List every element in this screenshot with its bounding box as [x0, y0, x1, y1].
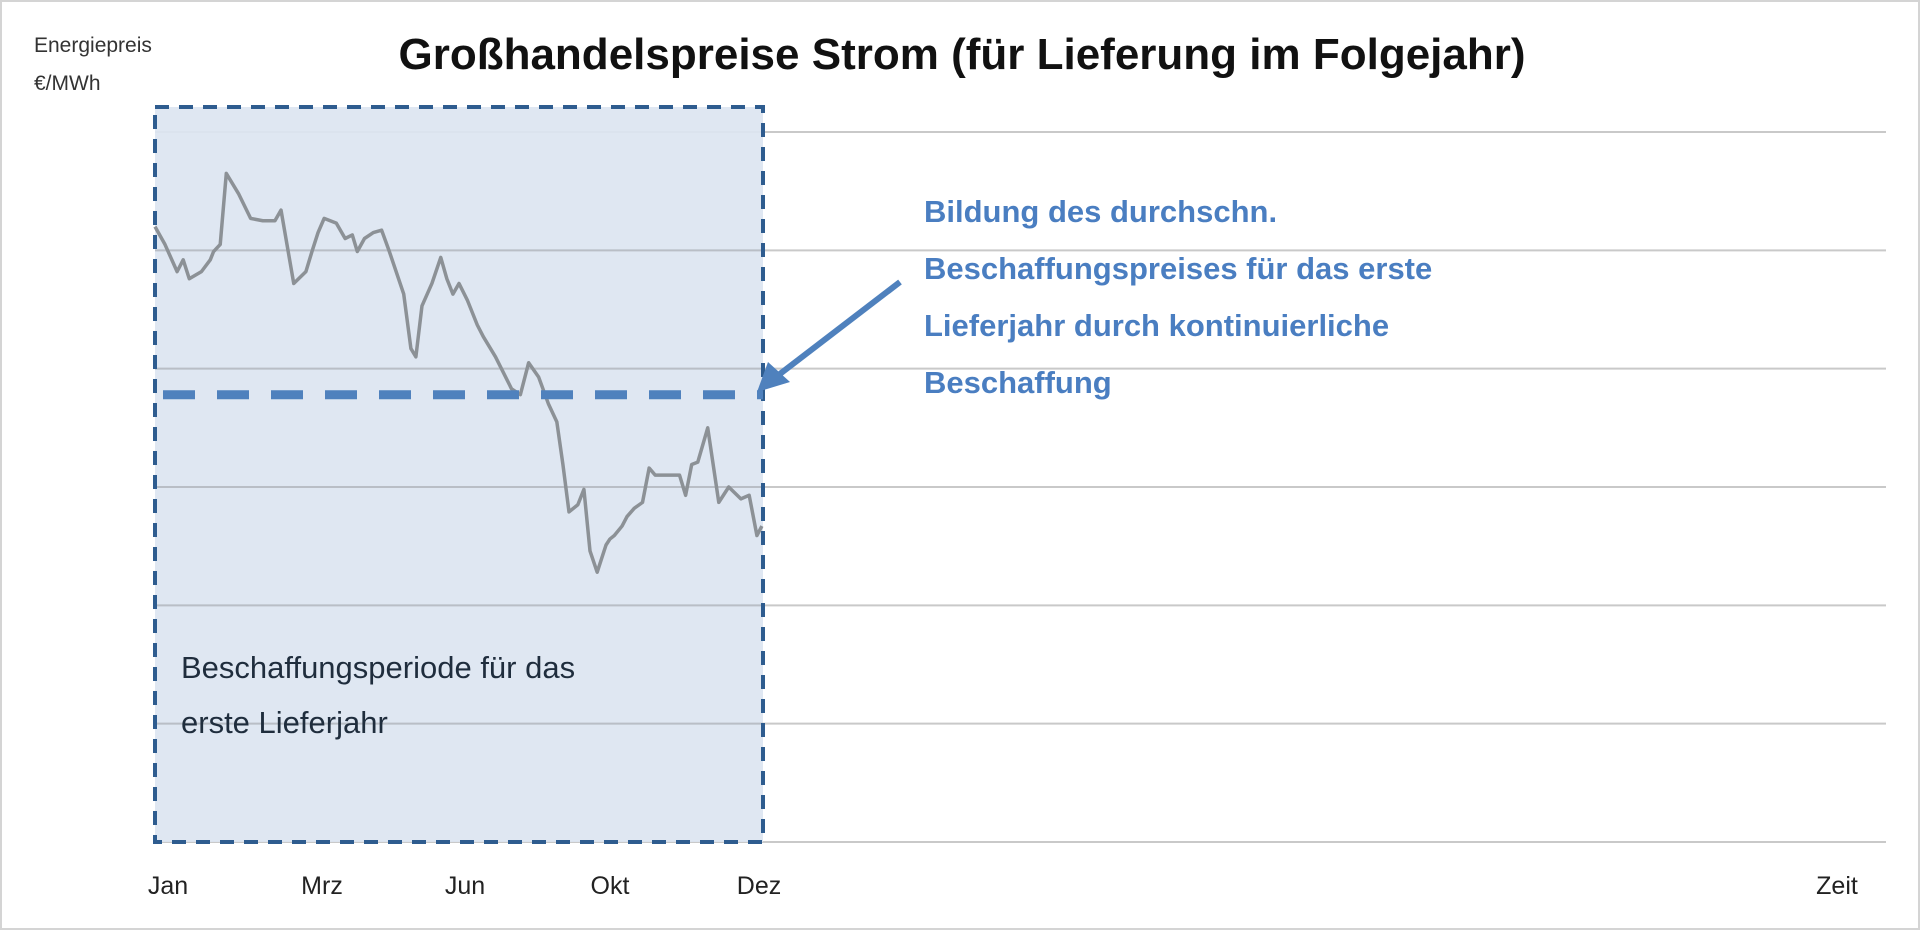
average-annotation-line: Beschaffung: [924, 365, 1112, 400]
arrow-head-icon: [757, 362, 790, 392]
average-annotation-line: Beschaffungspreises für das erste: [924, 251, 1433, 286]
x-tick-label: Okt: [590, 872, 630, 900]
period-annotation: Beschaffungsperiode für das erste Liefer…: [181, 640, 575, 750]
x-tick-label: Jan: [147, 872, 189, 900]
price-series-line: [153, 171, 764, 574]
y-axis-label-line1: Energiepreis: [34, 34, 152, 57]
y-axis-label-line2: €/MWh: [34, 72, 101, 95]
arrow-shaft: [770, 279, 902, 383]
period-annotation-line: erste Lieferjahr: [181, 705, 388, 740]
x-axis-label: Zeit: [1816, 872, 1858, 900]
x-tick-label: Dez: [736, 872, 782, 900]
chart-title: Großhandelspreise Strom (für Lieferung i…: [398, 30, 1526, 79]
average-annotation-line: Bildung des durchschn.: [924, 194, 1278, 229]
x-tick-label: Jun: [444, 872, 486, 900]
x-tick-label: Mrz: [301, 872, 343, 900]
period-annotation-line: Beschaffungsperiode für das: [181, 650, 576, 685]
average-annotation: Bildung des durchschn. Beschaffungspreis…: [924, 183, 1432, 411]
average-annotation-line: Lieferjahr durch kontinuierliche: [924, 308, 1390, 343]
